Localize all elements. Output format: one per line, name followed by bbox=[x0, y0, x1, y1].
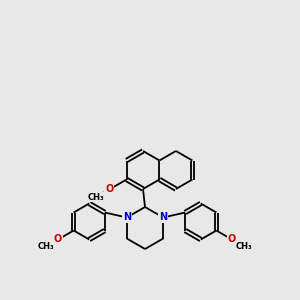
Text: N: N bbox=[123, 212, 131, 223]
Text: CH₃: CH₃ bbox=[236, 242, 252, 251]
Text: O: O bbox=[54, 235, 62, 244]
Text: CH₃: CH₃ bbox=[88, 193, 104, 202]
Text: O: O bbox=[228, 235, 236, 244]
Text: O: O bbox=[105, 184, 113, 194]
Text: CH₃: CH₃ bbox=[38, 242, 54, 251]
Text: N: N bbox=[159, 212, 167, 223]
